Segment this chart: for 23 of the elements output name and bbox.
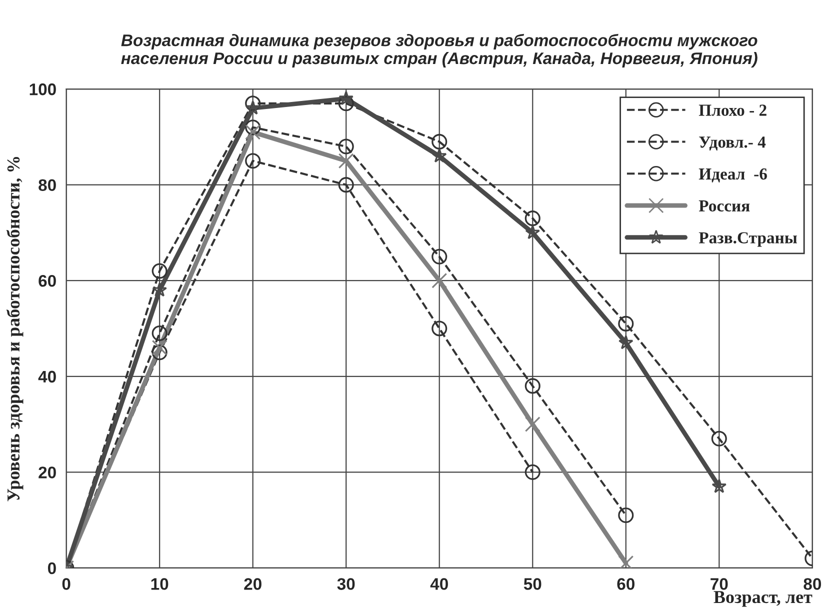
y-tick-label: 60 xyxy=(38,275,56,287)
y-tick-label: 0 xyxy=(48,562,56,574)
legend-label: Идеал -6 xyxy=(698,168,767,182)
y-axis-title: Уровень здоровья и работоспособности, % xyxy=(6,156,24,502)
x-tick-label: 40 xyxy=(430,578,448,590)
legend-label: Россия xyxy=(698,200,750,212)
y-tick-label: 100 xyxy=(30,83,56,96)
legend-label: Разв.Страны xyxy=(698,232,797,247)
x-tick-label: 30 xyxy=(337,578,355,590)
y-tick-label: 20 xyxy=(38,466,56,478)
x-tick-label: 80 xyxy=(804,578,822,590)
chart-title: Возрастная динамика резервов здоровья и работоспособности мужского населения России и развитых стран (Австрия, Канада, Норвегия, Япония) xyxy=(121,34,758,68)
x-tick-label: 0 xyxy=(62,578,70,590)
legend-label: Удовл.- 4 xyxy=(699,136,766,150)
x-tick-label: 10 xyxy=(151,578,168,590)
y-tick-label: 80 xyxy=(38,179,56,192)
legend-label: Плохо - 2 xyxy=(698,104,766,116)
x-axis-title: Возраст, лет xyxy=(714,591,812,607)
x-tick-label: 70 xyxy=(710,578,728,590)
y-tick-label: 40 xyxy=(38,370,56,383)
x-tick-label: 50 xyxy=(524,578,542,590)
x-tick-label: 60 xyxy=(617,578,634,590)
x-tick-label: 20 xyxy=(244,578,262,590)
